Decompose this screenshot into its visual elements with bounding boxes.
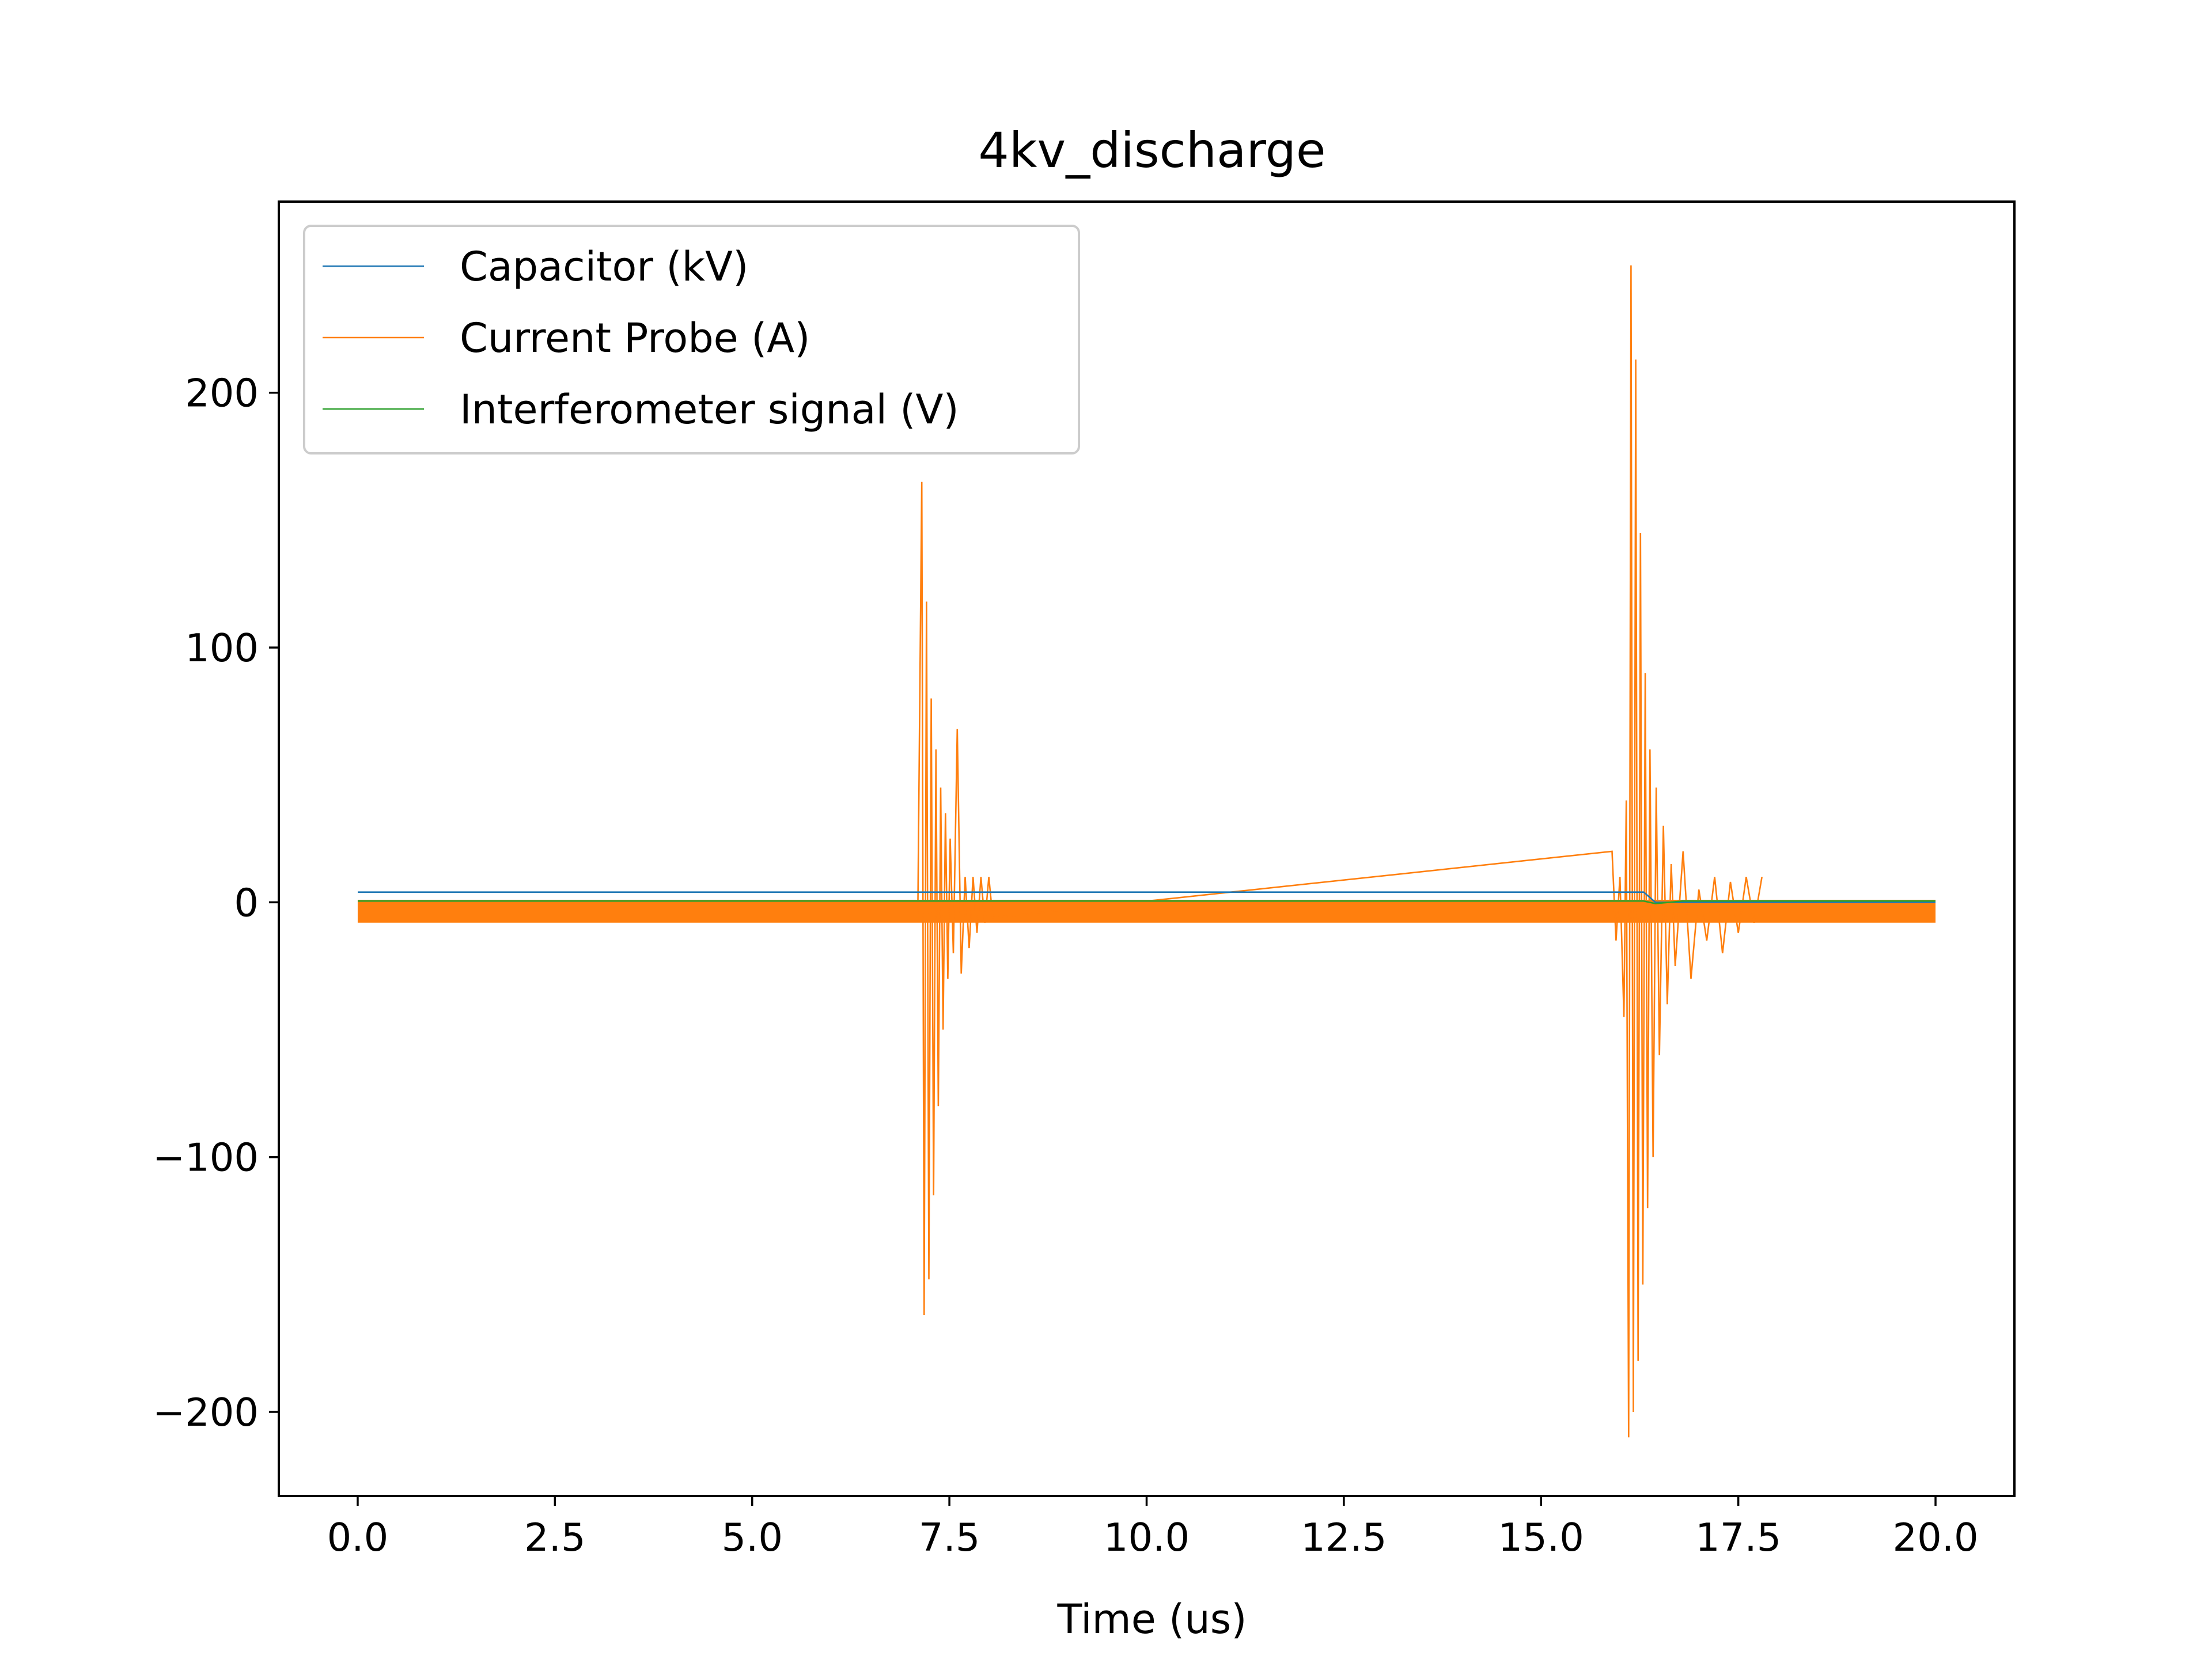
x-tick-label: 15.0	[1498, 1515, 1584, 1560]
axes: 0.0 2.5 5.0 7.5 10.0 12.5 15.0 17.5 20.0 −200 −100…	[153, 200, 2016, 1560]
x-tick-label: 0.0	[327, 1515, 389, 1560]
series-line-capacitor-kv	[358, 891, 1936, 903]
legend-label-current-probe-a: Current Probe (A)	[460, 315, 810, 362]
x-tick-label: 12.5	[1301, 1515, 1387, 1560]
legend-label-interferometer-signal-v: Interferometer signal (V)	[460, 386, 959, 433]
y-tick-label: −100	[153, 1135, 259, 1180]
x-tick-label: 17.5	[1695, 1515, 1781, 1560]
x-tick-label: 5.0	[721, 1515, 783, 1560]
legend: Capacitor (kV) Current Probe (A) Interfero…	[303, 225, 1080, 454]
y-tick-label: −200	[153, 1390, 259, 1435]
x-axis-label: Time (us)	[1056, 1596, 1247, 1643]
x-tick-label: 20.0	[1892, 1515, 1978, 1560]
x-tick-label: 7.5	[919, 1515, 980, 1560]
y-tick-label: 200	[185, 371, 259, 416]
x-tick-label: 2.5	[524, 1515, 586, 1560]
y-tick-label: 100	[185, 626, 259, 671]
y-tick-label: 0	[234, 880, 259, 925]
plot-area	[357, 265, 1936, 1438]
chart-title: 4kv_discharge	[978, 122, 1325, 179]
x-tick-label: 10.0	[1104, 1515, 1190, 1560]
legend-box	[303, 225, 1080, 454]
series-line-interferometer-signal-v	[358, 900, 1936, 904]
series-line-current-probe-a	[917, 265, 1763, 1438]
current-probe-a-noise-band	[357, 899, 1936, 923]
legend-label-capacitor-kv: Capacitor (kV)	[460, 243, 748, 290]
